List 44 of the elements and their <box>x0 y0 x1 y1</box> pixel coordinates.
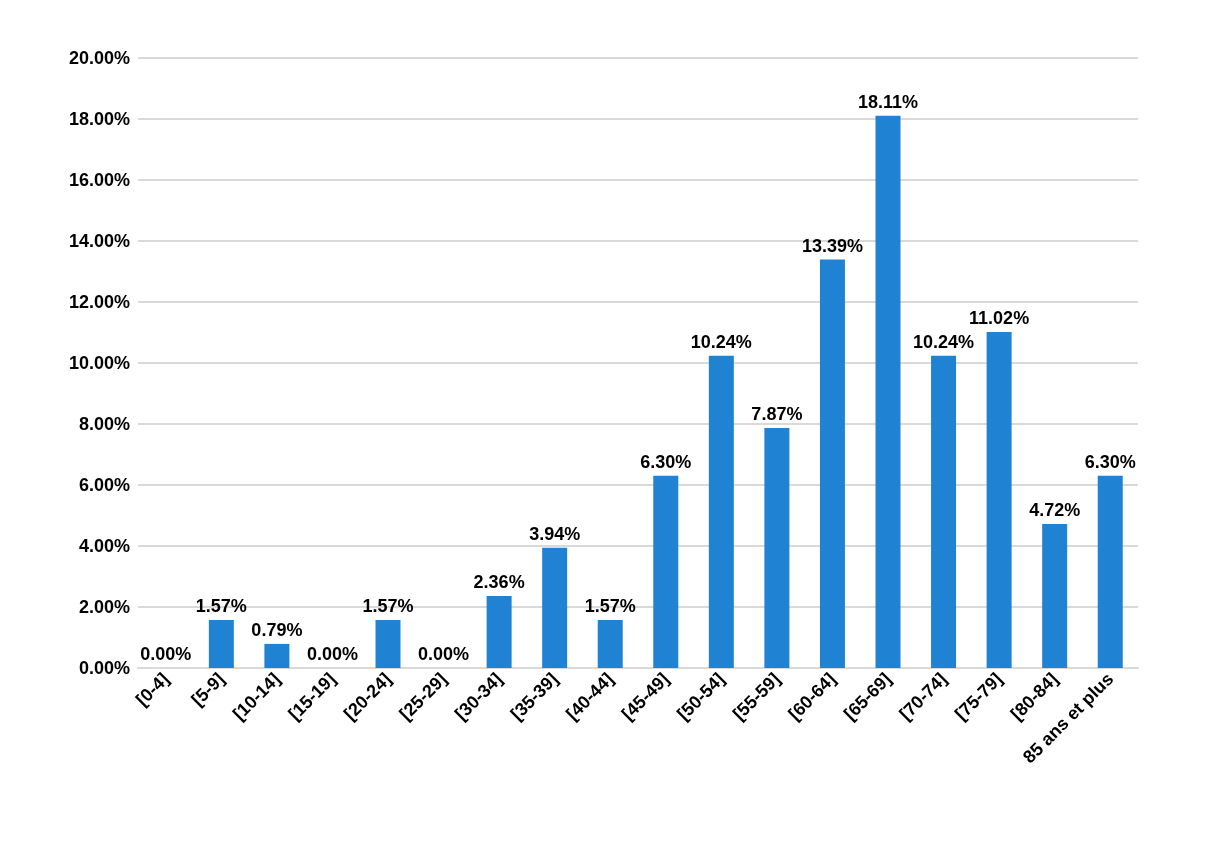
y-tick-label: 0.00% <box>78 658 130 678</box>
data-label: 0.00% <box>140 644 192 664</box>
bar <box>819 259 845 668</box>
data-label: 7.87% <box>751 403 803 424</box>
y-tick-label: 4.00% <box>78 536 130 556</box>
data-label: 6.30% <box>640 451 692 472</box>
y-tick-label: 2.00% <box>78 597 130 617</box>
bar <box>931 355 957 668</box>
data-label: 4.72% <box>1029 500 1081 521</box>
bar <box>486 596 512 668</box>
data-label: 13.39% <box>801 235 863 256</box>
data-label: 11.02% <box>969 307 1030 328</box>
bar <box>208 620 234 668</box>
data-label: 0.00% <box>306 644 358 664</box>
data-label: 3.94% <box>529 523 581 544</box>
data-label: 2.36% <box>473 572 525 593</box>
data-label: 1.57% <box>584 596 636 617</box>
bar <box>264 643 290 668</box>
y-tick-label: 18.00% <box>68 109 130 129</box>
bar <box>1042 524 1068 668</box>
y-tick-label: 20.00% <box>68 48 130 68</box>
bar <box>597 620 623 668</box>
data-label: 6.30% <box>1084 451 1136 472</box>
y-tick-label: 8.00% <box>78 414 130 434</box>
bar <box>653 475 679 668</box>
bar <box>986 331 1012 668</box>
y-tick-label: 10.00% <box>68 353 130 373</box>
y-tick-label: 12.00% <box>68 292 130 312</box>
bar <box>375 620 401 668</box>
data-label: 18.11% <box>857 91 919 112</box>
bar <box>1097 475 1123 668</box>
bar <box>542 547 568 668</box>
data-label: 1.57% <box>195 596 247 617</box>
data-label: 1.57% <box>362 596 414 617</box>
data-label: 10.24% <box>690 331 752 352</box>
data-label: 10.24% <box>913 331 975 352</box>
data-label: 0.00% <box>418 644 470 664</box>
y-tick-label: 14.00% <box>68 231 130 251</box>
data-label: 0.79% <box>251 619 303 640</box>
y-tick-label: 6.00% <box>78 475 130 495</box>
y-tick-label: 16.00% <box>68 170 130 190</box>
bar <box>875 115 901 668</box>
bar <box>708 355 734 668</box>
bar <box>764 427 790 668</box>
